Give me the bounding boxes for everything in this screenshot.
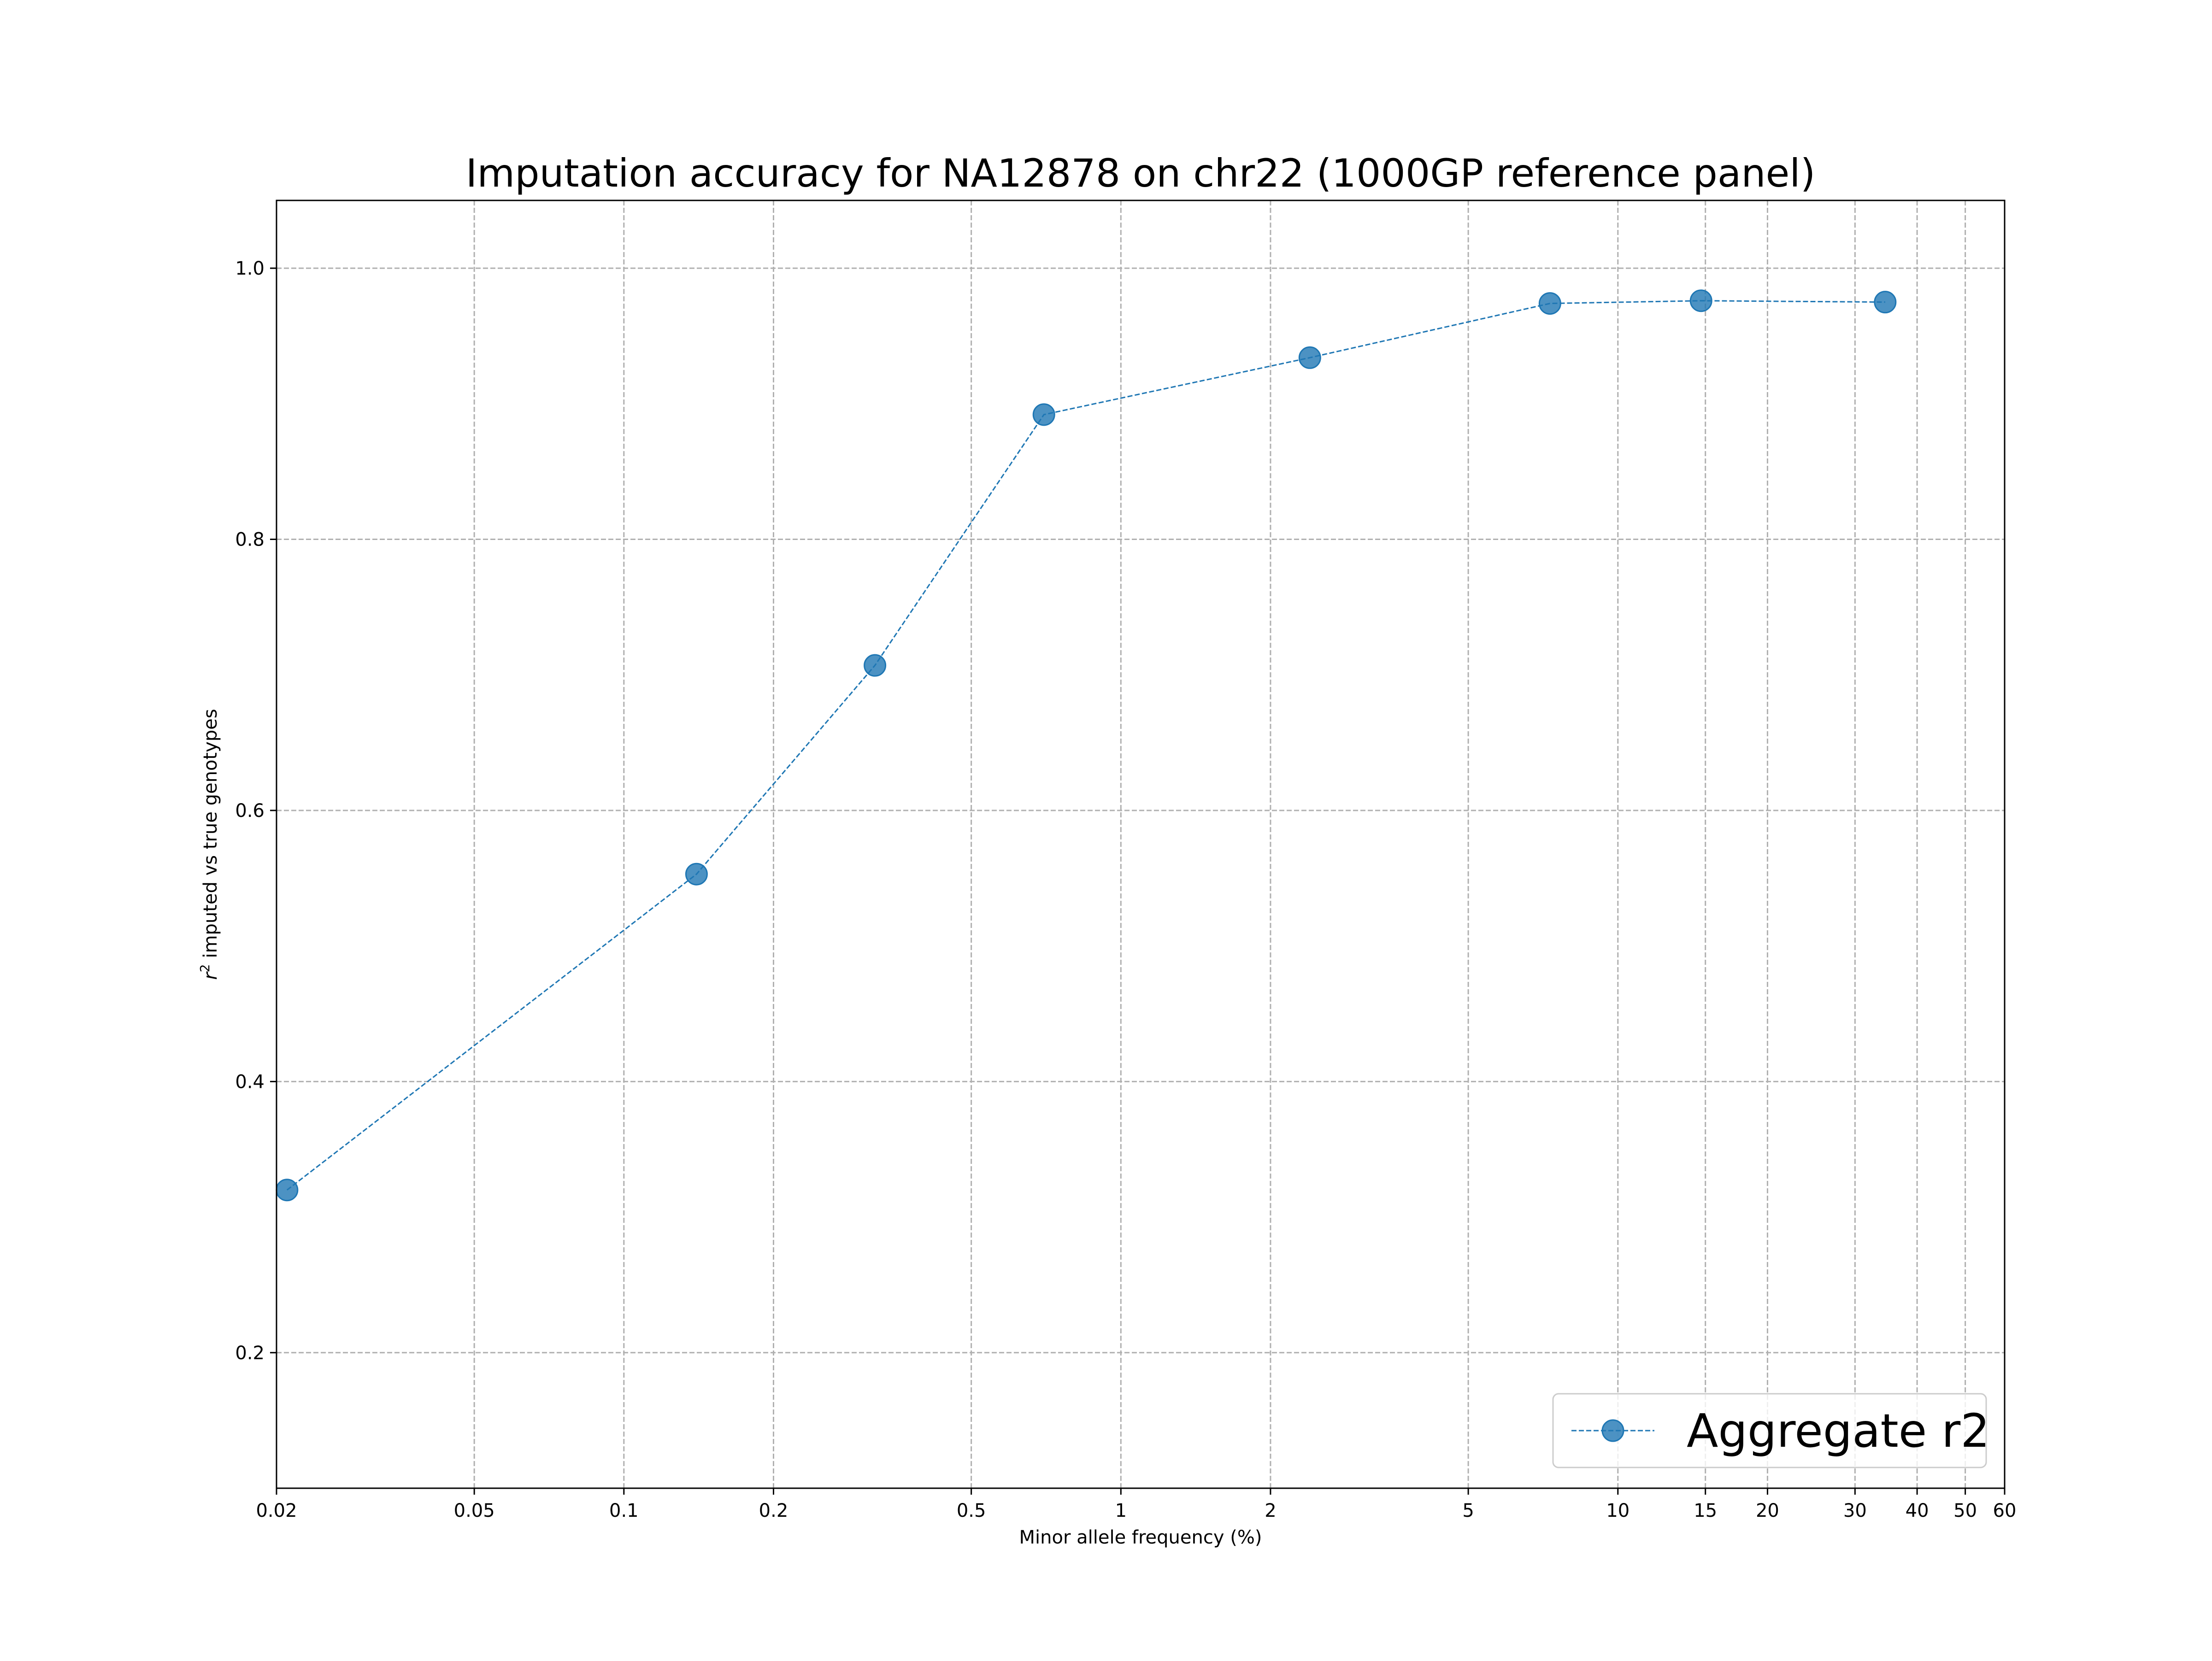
y-axis-label-superscript: 2 xyxy=(197,964,212,972)
ticks: 0.02 0.05 0.1 0.2 0.5 1 2 5 10 15 20 30 40 50 60 0.2 0.4… xyxy=(235,258,2016,1521)
x-axis-label: Minor allele frequency (%) xyxy=(1019,1527,1262,1548)
y-axis-label: r2 imputed vs true genotypes xyxy=(197,709,221,980)
x-tick-label: 1 xyxy=(1115,1500,1127,1521)
x-tick-label: 5 xyxy=(1462,1500,1474,1521)
y-tick-label: 0.6 xyxy=(235,800,265,822)
x-tick-label: 0.2 xyxy=(759,1500,788,1521)
y-tick-label: 0.2 xyxy=(235,1343,265,1364)
x-tick-label: 20 xyxy=(1756,1500,1779,1521)
legend-label: Aggregate r2 xyxy=(1687,1404,1990,1458)
x-tick-label: 2 xyxy=(1265,1500,1276,1521)
y-tick-label: 0.8 xyxy=(235,529,265,551)
x-tick-label: 0.1 xyxy=(609,1500,639,1521)
x-tick-label: 0.02 xyxy=(256,1500,297,1521)
data-point xyxy=(276,1179,299,1202)
y-tick-label: 0.4 xyxy=(235,1071,265,1092)
legend-box xyxy=(1552,1393,1987,1468)
legend: Aggregate r2 xyxy=(1552,1393,1990,1468)
y-tick-label: 1.0 xyxy=(235,258,265,279)
x-tick-label: 30 xyxy=(1843,1500,1867,1521)
data-point xyxy=(1032,403,1055,426)
x-tick-label: 60 xyxy=(1993,1500,2017,1521)
x-tick-label: 10 xyxy=(1606,1500,1630,1521)
x-tick-label: 50 xyxy=(1953,1500,1977,1521)
plot-frame xyxy=(276,200,2006,1489)
data-point xyxy=(685,863,708,886)
series-line xyxy=(286,300,1885,1191)
data-point xyxy=(864,654,887,677)
y-axis-label-symbol: r xyxy=(200,971,221,980)
data-point xyxy=(1298,346,1321,369)
series-layer xyxy=(276,289,1897,1202)
chart-title: Imputation accuracy for NA12878 on chr22… xyxy=(466,151,1816,196)
y-axis-label-text: imputed vs true genotypes xyxy=(200,709,221,964)
x-tick-label: 0.5 xyxy=(957,1500,986,1521)
legend-marker-swatch xyxy=(1601,1419,1624,1442)
data-point xyxy=(1538,292,1561,315)
x-tick-label: 40 xyxy=(1906,1500,1929,1521)
x-tick-label: 0.05 xyxy=(454,1500,495,1521)
data-point xyxy=(1689,289,1712,312)
x-tick-label: 15 xyxy=(1694,1500,1717,1521)
data-point xyxy=(1874,291,1897,314)
